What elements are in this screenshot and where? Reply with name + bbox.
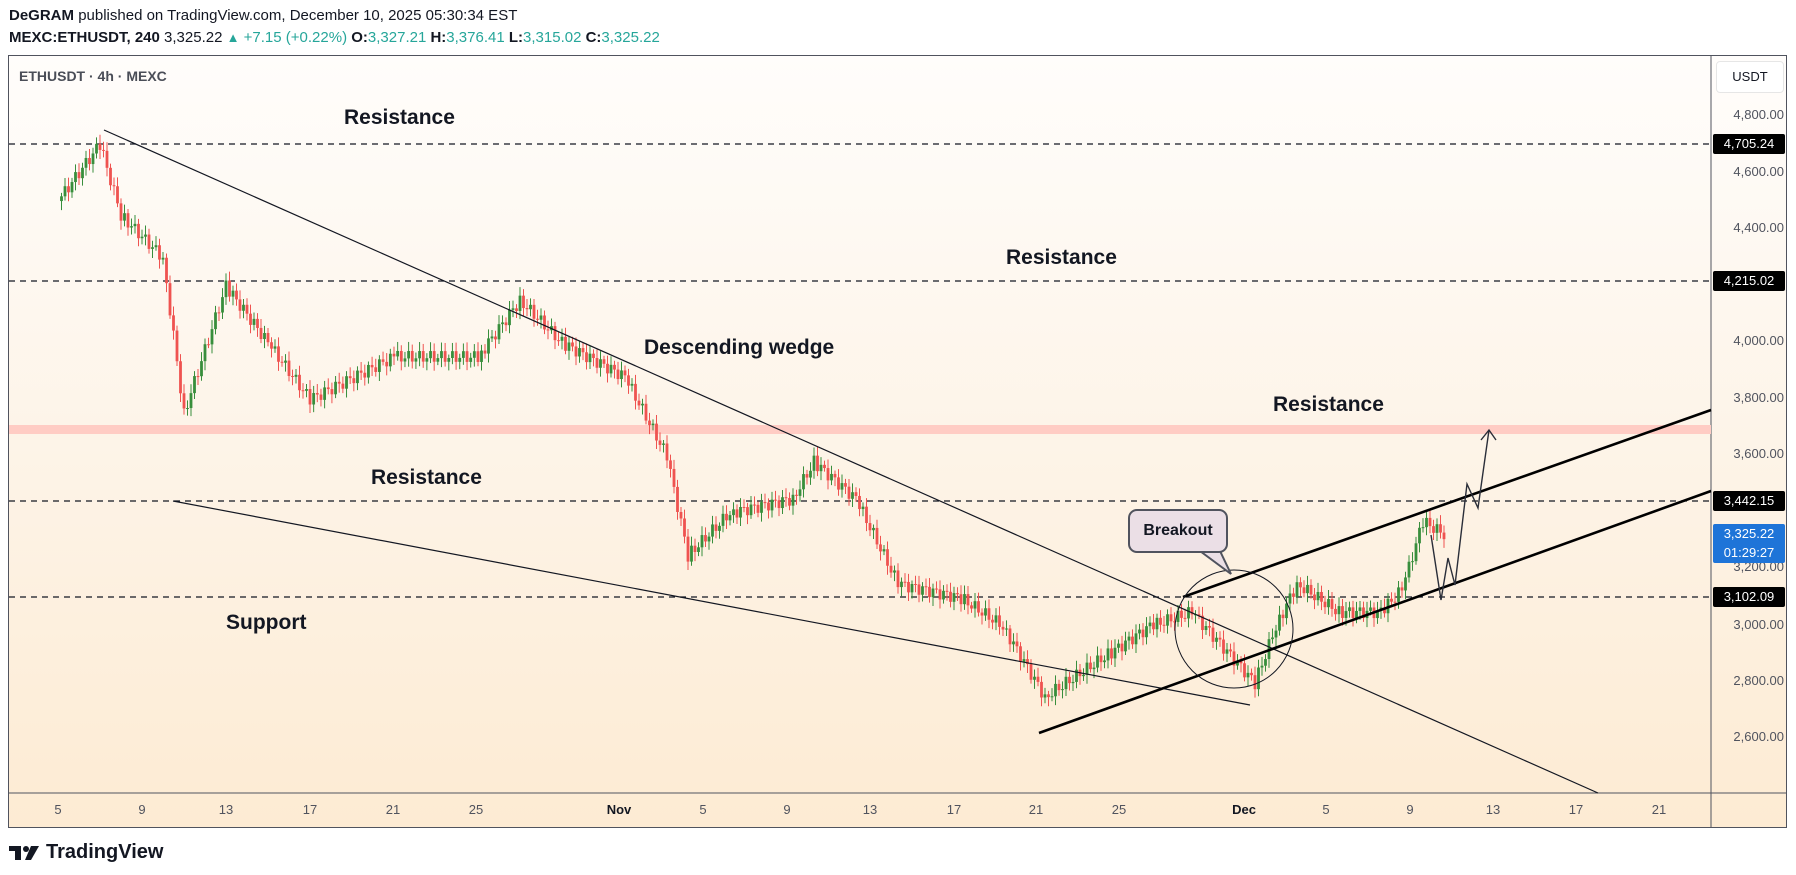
chart-legend: ETHUSDT · 4h · MEXC (19, 68, 167, 84)
time-tick: 13 (1485, 802, 1501, 817)
chart-frame[interactable] (8, 55, 1787, 828)
time-tick: 21 (1028, 802, 1044, 817)
publish-text: published on TradingView.com, December 1… (78, 7, 518, 24)
time-tick-month: Nov (606, 802, 632, 817)
open-value: 3,327.21 (367, 29, 427, 46)
label-resistance-top: Resistance (344, 106, 455, 129)
level-price-tag: 3,442.15 (1713, 491, 1785, 511)
time-tick: 21 (1651, 802, 1667, 817)
price-tick: 3,800.00 (1733, 390, 1784, 405)
label-resistance-zone: Resistance (1273, 393, 1384, 416)
label-descending-wedge: Descending wedge (644, 336, 835, 359)
time-tick: 25 (1111, 802, 1127, 817)
time-tick: 5 (699, 802, 707, 817)
level-price-tag: 3,102.09 (1713, 587, 1785, 607)
level-price-tag: 4,705.24 (1713, 134, 1785, 154)
time-tick: 5 (1322, 802, 1330, 817)
price-tick: 4,800.00 (1733, 107, 1784, 122)
price-tick: 2,800.00 (1733, 673, 1784, 688)
currency-button[interactable]: USDT (1716, 61, 1784, 93)
time-tick: 9 (1406, 802, 1414, 817)
close-value: 3,325.22 (601, 29, 660, 46)
price-tick: 3,600.00 (1733, 446, 1784, 461)
label-support: Support (226, 611, 307, 634)
price-tick: 4,400.00 (1733, 220, 1784, 235)
label-resistance-low: Resistance (371, 466, 482, 489)
time-tick: 25 (468, 802, 484, 817)
change: +7.15 (+0.22%) (243, 29, 348, 46)
brand-name: TradingView (46, 841, 164, 863)
price-tick: 3,000.00 (1733, 617, 1784, 632)
time-tick: 17 (302, 802, 318, 817)
low-value: 3,315.02 (523, 29, 582, 46)
symbol-interval: MEXC:ETHUSDT, 240 (9, 29, 160, 46)
close-label: C: (585, 29, 602, 46)
tradingview-logo[interactable]: TradingView (9, 841, 163, 864)
time-tick: 17 (946, 802, 962, 817)
high-value: 3,376.41 (446, 29, 505, 46)
high-label: H: (430, 29, 447, 46)
price-tick: 2,600.00 (1733, 729, 1784, 744)
current-price-tag: 3,325.22 01:29:27 (1713, 524, 1785, 563)
current-price: 3,325.22 (1723, 526, 1775, 541)
level-price-tag: 4,215.02 (1713, 271, 1785, 291)
time-tick: 5 (54, 802, 62, 817)
open-label: O: (351, 29, 368, 46)
time-tick: 9 (783, 802, 791, 817)
price-tick: 4,600.00 (1733, 164, 1784, 179)
time-tick: 13 (862, 802, 878, 817)
author: DeGRAM (9, 7, 75, 24)
time-tick: 9 (138, 802, 146, 817)
low-label: L: (508, 29, 524, 46)
up-arrow-icon: ▲ (226, 30, 240, 45)
publish-info: DeGRAM published on TradingView.com, Dec… (9, 7, 517, 24)
time-tick: 21 (385, 802, 401, 817)
last-price: 3,325.22 (164, 29, 223, 46)
time-tick: 17 (1568, 802, 1584, 817)
resistance-zone (9, 425, 1711, 434)
breakout-callout: Breakout (1128, 509, 1228, 553)
price-tick: 4,000.00 (1733, 333, 1784, 348)
time-tick: 13 (218, 802, 234, 817)
tradingview-logo-icon (9, 845, 39, 860)
time-tick-month: Dec (1232, 802, 1256, 817)
label-resistance-mid: Resistance (1006, 246, 1117, 269)
ohlc-bar: MEXC:ETHUSDT, 240 3,325.22 ▲ +7.15 (+0.2… (9, 29, 660, 46)
bar-countdown: 01:29:27 (1723, 545, 1775, 560)
